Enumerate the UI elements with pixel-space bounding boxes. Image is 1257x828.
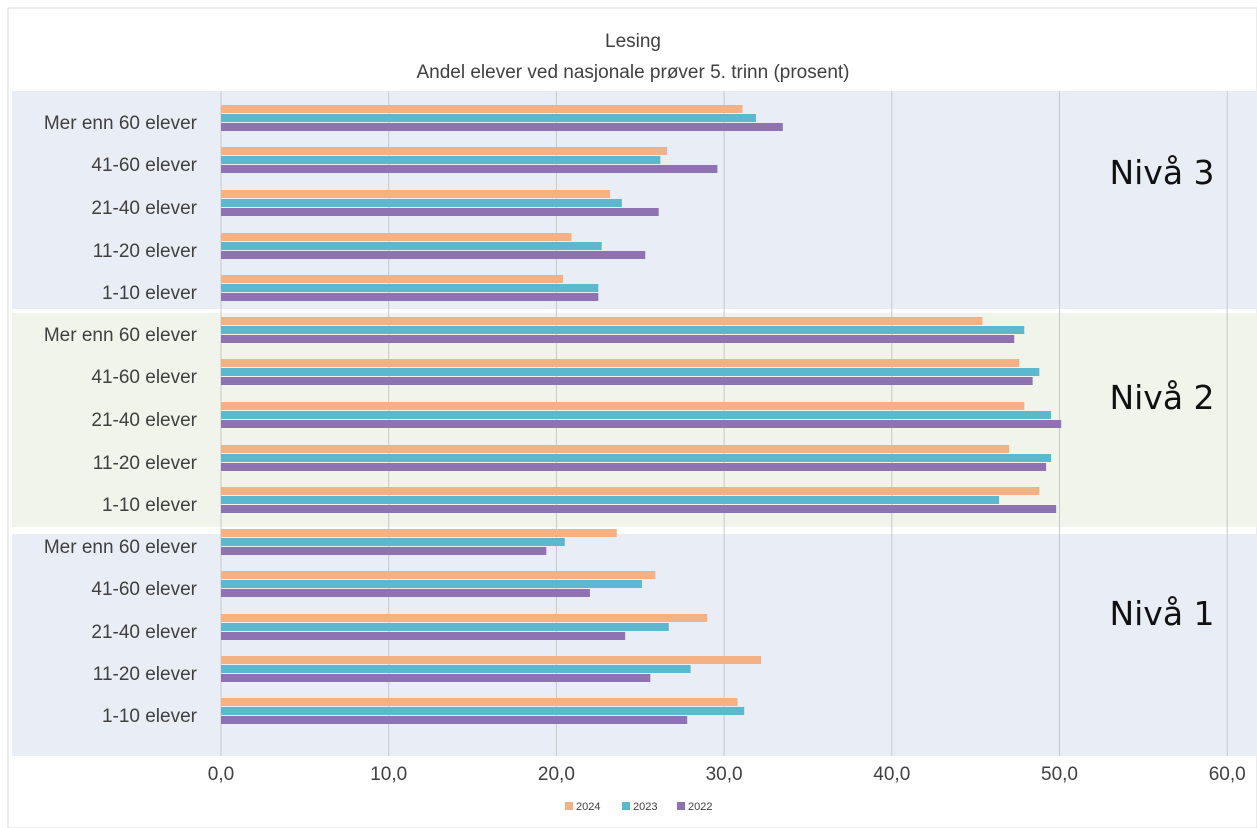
category-label: 11-20 elever xyxy=(93,664,198,685)
bar xyxy=(221,411,1052,419)
bar xyxy=(221,105,743,113)
bar xyxy=(221,208,659,216)
bar xyxy=(221,293,599,301)
bar xyxy=(221,156,661,164)
bar xyxy=(221,445,1010,453)
bar xyxy=(221,674,651,682)
category-label: 11-20 elever xyxy=(93,241,198,262)
bar xyxy=(221,571,656,579)
x-tick-label: 0,0 xyxy=(208,764,234,785)
bar xyxy=(221,251,646,259)
bar xyxy=(221,538,565,546)
bar xyxy=(221,190,611,198)
bar xyxy=(221,199,622,207)
x-tick-label: 50,0 xyxy=(1041,764,1078,785)
bar xyxy=(221,402,1025,410)
x-tick-label: 20,0 xyxy=(538,764,575,785)
x-tick-label: 60,0 xyxy=(1209,764,1246,785)
bar xyxy=(221,242,602,250)
group-label: Nivå 2 xyxy=(1109,378,1214,417)
legend-swatch xyxy=(565,802,573,810)
category-label: 21-40 elever xyxy=(91,198,197,219)
group-label: Nivå 3 xyxy=(1109,153,1214,192)
bar xyxy=(221,114,756,122)
category-label: 21-40 elever xyxy=(91,410,197,431)
category-label: 21-40 elever xyxy=(91,622,197,643)
x-tick-label: 10,0 xyxy=(370,764,407,785)
category-label: 1-10 elever xyxy=(102,495,198,516)
bar xyxy=(221,377,1033,385)
bar xyxy=(221,580,642,588)
category-label: Mer enn 60 elever xyxy=(44,325,198,346)
bar xyxy=(221,233,572,241)
legend-label: 2023 xyxy=(633,801,657,813)
category-label: 1-10 elever xyxy=(102,706,198,727)
bar xyxy=(221,665,691,673)
category-label: 41-60 elever xyxy=(91,155,197,176)
category-label: 41-60 elever xyxy=(91,367,197,388)
bar xyxy=(221,707,745,715)
bar xyxy=(221,589,590,597)
bar xyxy=(221,632,626,640)
legend-swatch xyxy=(677,802,685,810)
bar xyxy=(221,147,668,155)
x-axis-ticks: 0,0 10,0 20,0 30,0 40,0 50,0 60,0 xyxy=(208,764,1246,785)
legend-swatch xyxy=(622,802,630,810)
group-labels: Nivå 3 Nivå 2 Nivå 1 xyxy=(1109,153,1214,633)
x-tick-label: 40,0 xyxy=(873,764,910,785)
legend-label: 2024 xyxy=(576,801,600,813)
bar xyxy=(221,547,547,555)
bar xyxy=(221,165,718,173)
category-label: 41-60 elever xyxy=(91,579,197,600)
bar xyxy=(221,326,1025,334)
bar xyxy=(221,317,983,325)
bar xyxy=(221,275,564,283)
chart-subtitle: Andel elever ved nasjonale prøver 5. tri… xyxy=(416,62,849,83)
bars xyxy=(221,105,1062,724)
bar xyxy=(221,614,708,622)
category-label: Mer enn 60 elever xyxy=(44,113,198,134)
category-labels: Mer enn 60 elever 41-60 elever 21-40 eleve… xyxy=(44,113,198,727)
category-label: Mer enn 60 elever xyxy=(44,537,198,558)
chart-title: Lesing xyxy=(605,31,661,52)
bar xyxy=(221,623,669,631)
bar xyxy=(221,656,761,664)
bar xyxy=(221,420,1062,428)
bar xyxy=(221,123,783,131)
bar xyxy=(221,716,688,724)
group-label: Nivå 1 xyxy=(1109,594,1214,633)
bar xyxy=(221,698,738,706)
bar xyxy=(221,359,1020,367)
legend-label: 2022 xyxy=(688,801,712,813)
bar xyxy=(221,284,599,292)
category-label: 11-20 elever xyxy=(93,453,198,474)
bar xyxy=(221,529,617,537)
bar xyxy=(221,487,1040,495)
bar xyxy=(221,454,1052,462)
x-tick-label: 30,0 xyxy=(706,764,743,785)
bar xyxy=(221,368,1040,376)
bar xyxy=(221,335,1015,343)
bar xyxy=(221,463,1047,471)
bar xyxy=(221,505,1057,513)
category-label: 1-10 elever xyxy=(102,283,198,304)
bar xyxy=(221,496,1000,504)
legend: 2024 2023 2022 xyxy=(565,801,712,813)
